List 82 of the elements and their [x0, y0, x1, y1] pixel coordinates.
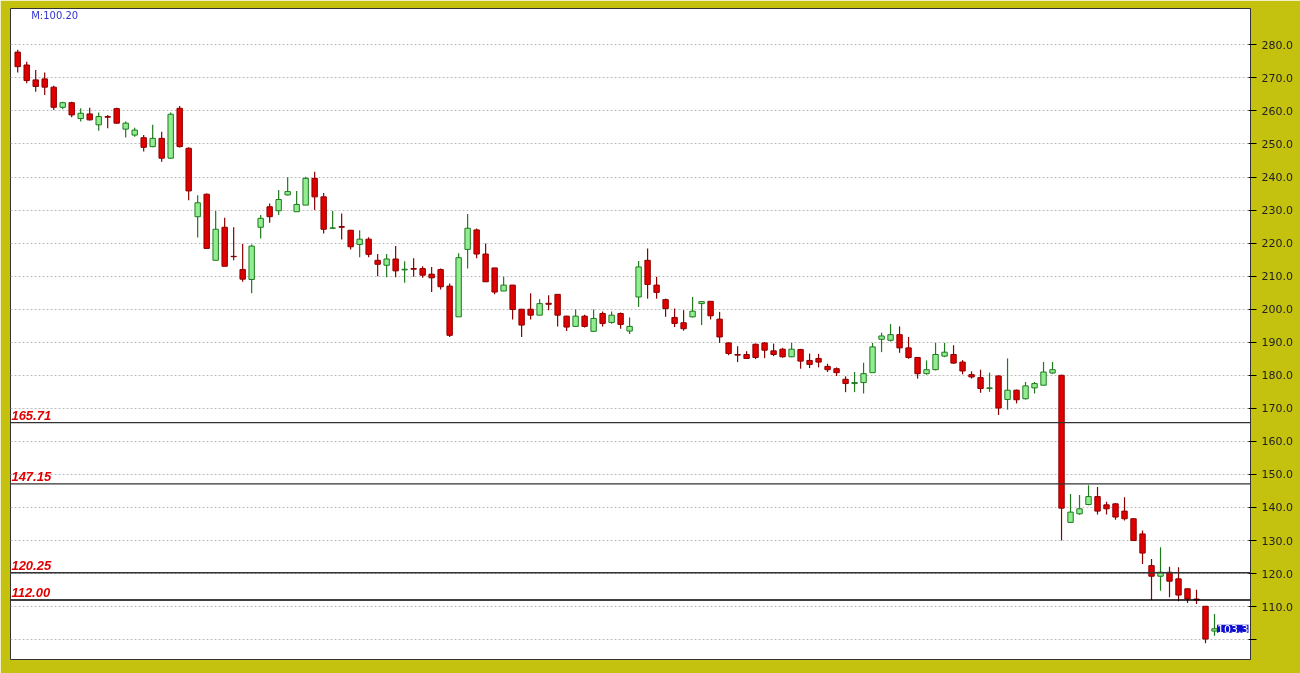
candlestick	[338, 212, 345, 241]
candlestick	[293, 190, 300, 213]
y-tick-label: 190.0	[1261, 336, 1293, 350]
candlestick	[266, 202, 273, 224]
candlestick	[239, 243, 246, 283]
candlestick	[986, 372, 993, 393]
candlestick	[95, 111, 102, 132]
candlestick	[32, 69, 39, 93]
candlestick	[590, 308, 597, 332]
candlestick	[527, 292, 534, 321]
candlestick	[1157, 546, 1164, 592]
y-tick-label: 220.0	[1261, 237, 1293, 251]
candlestick	[950, 344, 957, 365]
candlestick	[383, 253, 390, 278]
candlestick	[1211, 613, 1218, 637]
candlestick	[1166, 566, 1173, 598]
candlestick	[896, 325, 903, 354]
candlestick	[671, 307, 678, 328]
candlestick	[518, 308, 525, 338]
candlestick	[914, 356, 921, 380]
candlestick	[50, 85, 57, 111]
candlestick	[257, 214, 264, 240]
ref-line-label: 165.71	[11, 407, 52, 423]
y-tick-label: 180.0	[1261, 369, 1293, 383]
ref-line-label: 112.00	[11, 585, 51, 601]
candlestick	[977, 369, 984, 394]
annotation: M:100.20	[31, 9, 79, 21]
candlestick	[905, 336, 912, 360]
candlestick	[41, 72, 48, 96]
candlestick	[365, 236, 372, 258]
candlestick	[23, 61, 30, 84]
candlestick	[1004, 357, 1011, 411]
candlestick	[1094, 486, 1101, 516]
candlestick	[401, 260, 408, 284]
candlestick	[1130, 517, 1137, 542]
candlestick	[311, 171, 318, 211]
y-tick-label: 110.0	[1261, 600, 1293, 614]
candlestick	[14, 49, 21, 74]
candlestick	[410, 257, 417, 278]
candlestick	[932, 342, 939, 371]
ref-line-label: 120.25	[11, 557, 52, 573]
y-tick-label: 150.0	[1261, 468, 1293, 482]
annotation: 103.3	[1217, 622, 1249, 636]
y-tick-label: 270.0	[1261, 71, 1293, 85]
candlestick	[1175, 566, 1182, 602]
candlestick	[1148, 558, 1155, 601]
candlestick	[716, 311, 723, 344]
candlestick	[1067, 493, 1074, 524]
candlestick	[158, 131, 165, 163]
y-tick-label: 230.0	[1261, 204, 1293, 218]
candlestick	[284, 176, 291, 197]
candlestick	[356, 229, 363, 258]
y-tick-label: 240.0	[1261, 171, 1293, 185]
candlestick	[680, 309, 687, 332]
y-tick-label: 170.0	[1261, 402, 1293, 416]
y-tick-label: 210.0	[1261, 270, 1293, 284]
y-tick-label: 120.0	[1261, 567, 1293, 581]
candlestick	[860, 362, 867, 395]
y-tick-label: 280.0	[1261, 38, 1293, 52]
ref-line-label: 147.15	[11, 468, 52, 484]
y-tick-label: 130.0	[1261, 534, 1293, 548]
candlestick	[374, 253, 381, 277]
y-tick-label: 260.0	[1261, 104, 1293, 118]
candlestick	[554, 293, 561, 327]
candlestick	[428, 266, 435, 293]
candlestick	[1121, 496, 1128, 521]
candlestick	[1076, 494, 1083, 516]
candlestick	[392, 245, 399, 278]
candlestick	[194, 194, 201, 239]
candlestick	[878, 332, 885, 353]
candlestick	[698, 300, 705, 326]
y-tick-label: 200.0	[1261, 303, 1293, 317]
y-tick-label: 140.0	[1261, 501, 1293, 515]
candlestick	[707, 300, 714, 321]
candlestick	[1139, 530, 1146, 565]
candlestick	[653, 276, 660, 300]
y-tick-label: 250.0	[1261, 137, 1293, 151]
y-tick-label: 160.0	[1261, 435, 1293, 449]
candlestick	[1040, 361, 1047, 386]
candlestick	[275, 189, 282, 216]
candlestick	[464, 213, 471, 270]
candlestick	[851, 371, 858, 393]
